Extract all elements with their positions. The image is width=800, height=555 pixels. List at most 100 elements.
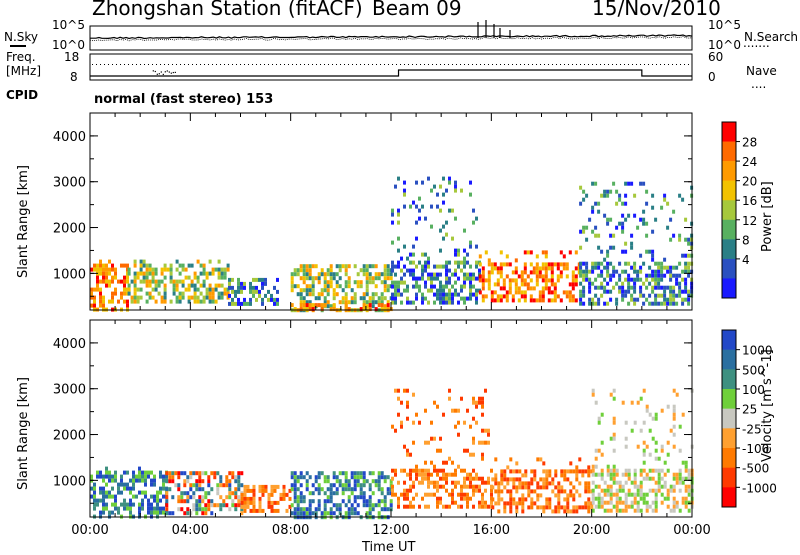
power-cell bbox=[538, 274, 542, 279]
velocity-cell bbox=[542, 469, 546, 474]
velocity-cell bbox=[353, 487, 357, 492]
power-cell bbox=[642, 261, 646, 266]
velocity-cell bbox=[587, 505, 591, 510]
power-cell bbox=[142, 275, 146, 280]
velocity-cell bbox=[344, 487, 348, 492]
velocity-cell bbox=[105, 506, 108, 511]
velocity-colorbar-swatch-8 bbox=[722, 487, 736, 508]
velocity-cell bbox=[153, 506, 156, 511]
velocity-cell bbox=[475, 420, 478, 425]
power-cell bbox=[418, 196, 421, 201]
power-cell bbox=[99, 263, 102, 268]
power-cell bbox=[117, 279, 120, 284]
velocity-cell bbox=[222, 483, 226, 488]
power-cell bbox=[684, 269, 688, 274]
power-cell bbox=[451, 300, 454, 305]
velocity-cell bbox=[472, 504, 475, 509]
power-cell bbox=[633, 193, 637, 198]
velocity-cell bbox=[105, 470, 108, 475]
power-cell bbox=[311, 307, 315, 312]
power-cell bbox=[368, 276, 372, 281]
power-cell bbox=[105, 283, 108, 288]
velocity-cell bbox=[335, 487, 339, 492]
velocity-cell bbox=[615, 480, 619, 485]
power-cell bbox=[276, 289, 279, 294]
power-cell bbox=[302, 276, 306, 281]
velocity-cell bbox=[117, 510, 120, 515]
power-cell bbox=[386, 276, 390, 281]
power-cell bbox=[672, 293, 676, 298]
velocity-cell bbox=[195, 499, 199, 504]
power-cell bbox=[451, 208, 454, 213]
power-cell bbox=[418, 216, 421, 221]
velocity-cell bbox=[177, 495, 181, 500]
velocity-cell bbox=[433, 400, 436, 405]
velocity-cell bbox=[177, 471, 181, 476]
power-cell bbox=[612, 285, 616, 290]
power-cell bbox=[391, 292, 394, 297]
power-cell bbox=[463, 280, 466, 285]
velocity-cell bbox=[326, 479, 330, 484]
power-colorbar-swatch-5 bbox=[722, 219, 736, 240]
velocity-cell bbox=[442, 472, 445, 477]
power-cell bbox=[568, 250, 572, 255]
velocity-cell bbox=[654, 468, 658, 473]
velocity-cell bbox=[380, 487, 384, 492]
power-cell bbox=[615, 189, 619, 194]
power-cell bbox=[642, 209, 646, 214]
velocity-cell bbox=[566, 501, 570, 506]
power-cell bbox=[454, 260, 457, 265]
power-cell bbox=[412, 300, 415, 305]
velocity-colorbar-frame bbox=[721, 329, 737, 508]
velocity-cell bbox=[362, 499, 366, 504]
velocity-cell bbox=[660, 408, 664, 413]
velocity-cell bbox=[633, 420, 637, 425]
power-cell bbox=[264, 293, 267, 298]
velocity-cell bbox=[669, 428, 673, 433]
power-cell bbox=[362, 264, 366, 269]
velocity-cell bbox=[466, 504, 469, 509]
velocity-cell bbox=[261, 508, 265, 513]
velocity-cell bbox=[207, 507, 211, 512]
power-cell bbox=[418, 284, 421, 289]
power-cell bbox=[93, 287, 96, 292]
velocity-colorbar-tick-label-0: 1000 bbox=[742, 344, 773, 358]
power-cell bbox=[636, 225, 640, 230]
power-cell bbox=[535, 274, 539, 279]
velocity-cell bbox=[159, 486, 162, 491]
velocity-cell bbox=[228, 507, 232, 512]
velocity-cell bbox=[600, 468, 604, 473]
velocity-cell bbox=[93, 494, 96, 499]
velocity-cell bbox=[311, 499, 315, 504]
power-cell bbox=[481, 298, 485, 303]
power-cell bbox=[409, 268, 412, 273]
velocity-cell bbox=[575, 469, 579, 474]
nave-dot bbox=[408, 64, 409, 65]
nave-dot bbox=[192, 64, 193, 65]
power-cell bbox=[535, 262, 539, 267]
power-cell bbox=[403, 244, 406, 249]
velocity-cell bbox=[264, 484, 268, 489]
velocity-cell bbox=[219, 479, 223, 484]
power-cell bbox=[397, 176, 400, 181]
power-cell bbox=[397, 292, 400, 297]
power-cell bbox=[508, 290, 512, 295]
power-cell bbox=[362, 303, 366, 308]
velocity-colorbar-swatch-3 bbox=[722, 389, 736, 409]
velocity-cell bbox=[293, 483, 297, 488]
velocity-cell bbox=[150, 506, 153, 511]
power-cell bbox=[406, 284, 409, 289]
velocity-cell bbox=[594, 504, 598, 509]
velocity-cell bbox=[228, 495, 232, 500]
power-cell bbox=[136, 271, 140, 276]
power-cell bbox=[639, 181, 643, 186]
velocity-cell bbox=[156, 502, 159, 507]
velocity-cell bbox=[228, 483, 232, 488]
power-cell bbox=[618, 285, 622, 290]
velocity-region-3 bbox=[290, 471, 393, 520]
velocity-cell bbox=[478, 396, 481, 401]
power-cell bbox=[600, 249, 604, 254]
velocity-cell bbox=[168, 511, 172, 516]
power-cell bbox=[478, 290, 482, 295]
nave-dot bbox=[484, 64, 485, 65]
